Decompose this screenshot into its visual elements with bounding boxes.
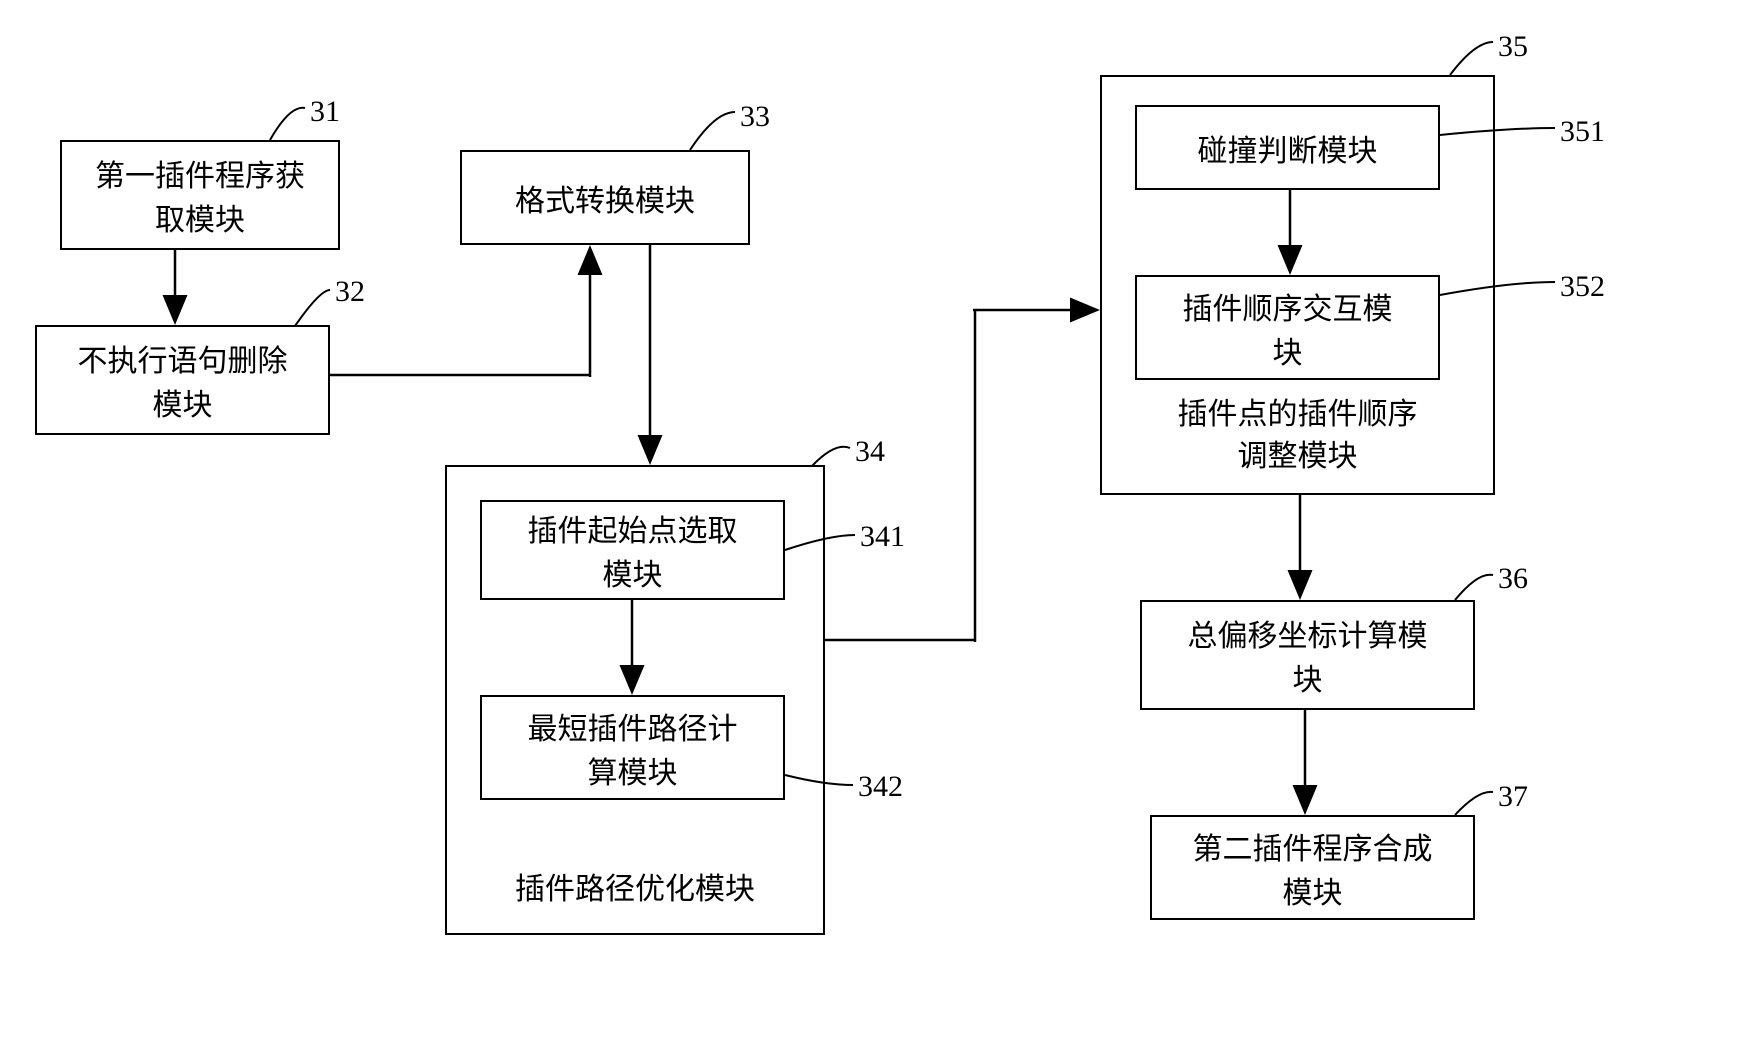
label-34: 34	[855, 435, 885, 469]
label-31: 31	[310, 95, 340, 129]
label-37: 37	[1498, 780, 1528, 814]
node-352: 插件顺序交互模块	[1135, 275, 1440, 380]
node-31-label: 第一插件程序获取模块	[95, 151, 305, 239]
node-37: 第二插件程序合成模块	[1150, 815, 1475, 920]
label-351: 351	[1560, 115, 1605, 149]
label-341: 341	[860, 520, 905, 554]
node-352-label: 插件顺序交互模块	[1183, 284, 1393, 372]
node-351-label: 碰撞判断模块	[1198, 126, 1378, 170]
node-36: 总偏移坐标计算模块	[1140, 600, 1475, 710]
label-342: 342	[858, 770, 903, 804]
label-36: 36	[1498, 562, 1528, 596]
node-33: 格式转换模块	[460, 150, 750, 245]
node-33-label: 格式转换模块	[515, 176, 695, 220]
label-33: 33	[740, 100, 770, 134]
label-35: 35	[1498, 30, 1528, 64]
container-35-label: 插件点的插件顺序调整模块	[1102, 394, 1493, 478]
container-34-label: 插件路径优化模块	[447, 864, 823, 908]
node-342-label: 最短插件路径计算模块	[528, 704, 738, 792]
node-342: 最短插件路径计算模块	[480, 695, 785, 800]
node-37-label: 第二插件程序合成模块	[1193, 824, 1433, 912]
label-352: 352	[1560, 270, 1605, 304]
node-32: 不执行语句删除模块	[35, 325, 330, 435]
node-341: 插件起始点选取模块	[480, 500, 785, 600]
node-32-label: 不执行语句删除模块	[78, 336, 288, 424]
node-36-label: 总偏移坐标计算模块	[1188, 611, 1428, 699]
node-351: 碰撞判断模块	[1135, 105, 1440, 190]
node-31: 第一插件程序获取模块	[60, 140, 340, 250]
node-341-label: 插件起始点选取模块	[528, 506, 738, 594]
label-32: 32	[335, 275, 365, 309]
